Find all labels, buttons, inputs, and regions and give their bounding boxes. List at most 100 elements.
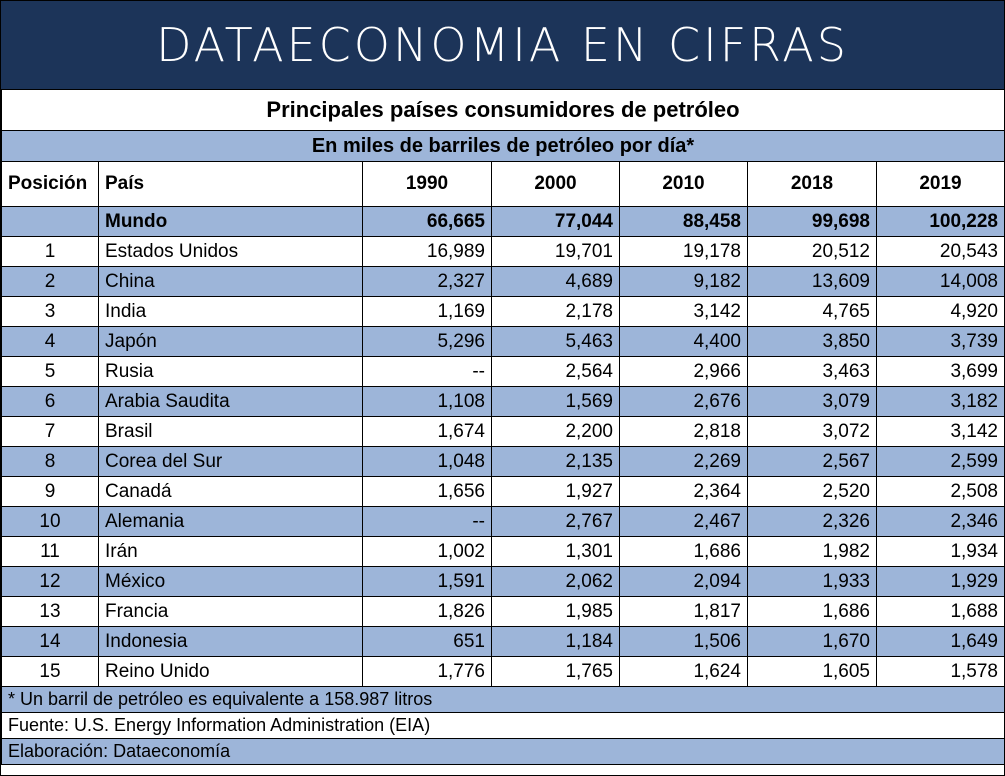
value-cell: 1,765: [491, 656, 620, 687]
value-cell: 2,346: [876, 506, 1005, 537]
value-cell: 2,269: [619, 446, 748, 477]
value-cell: 2,564: [491, 356, 620, 387]
value-cell: 1,927: [491, 476, 620, 507]
value-cell: 1,929: [876, 566, 1005, 597]
header-year: 2010: [619, 161, 748, 207]
country-cell: Arabia Saudita: [98, 386, 363, 417]
value-cell: 3,072: [747, 416, 877, 447]
value-cell: 5,463: [491, 326, 620, 357]
value-cell: 2,135: [491, 446, 620, 477]
value-cell: 1,624: [619, 656, 748, 687]
position-cell: 2: [1, 266, 99, 297]
position-cell: 11: [1, 536, 99, 567]
value-cell: 16,989: [362, 236, 492, 267]
value-cell: 3,079: [747, 386, 877, 417]
value-cell: 1,686: [619, 536, 748, 567]
position-cell: 7: [1, 416, 99, 447]
value-cell: 9,182: [619, 266, 748, 297]
value-cell: 2,094: [619, 566, 748, 597]
table-row: 11 Irán 1,002 1,301 1,686 1,982 1,934: [1, 536, 1005, 567]
value-cell: 2,467: [619, 506, 748, 537]
world-value: 88,458: [619, 206, 748, 237]
value-cell: 2,327: [362, 266, 492, 297]
header-year: 2000: [491, 161, 620, 207]
value-cell: 1,817: [619, 596, 748, 627]
position-cell: 10: [1, 506, 99, 537]
table-row: 9 Canadá 1,656 1,927 2,364 2,520 2,508: [1, 476, 1005, 507]
value-cell: 3,142: [876, 416, 1005, 447]
value-cell: 1,670: [747, 626, 877, 657]
value-cell: 1,934: [876, 536, 1005, 567]
country-cell: Corea del Sur: [98, 446, 363, 477]
value-cell: --: [362, 356, 492, 387]
value-cell: 3,142: [619, 296, 748, 327]
header-year: 1990: [362, 161, 492, 207]
country-cell: Reino Unido: [98, 656, 363, 687]
value-cell: 651: [362, 626, 492, 657]
banner-title: DATAECONOMIA EN CIFRAS: [1, 1, 1004, 89]
world-value: 100,228: [876, 206, 1005, 237]
table-row: 1 Estados Unidos 16,989 19,701 19,178 20,512 2…: [1, 236, 1005, 267]
value-cell: 2,676: [619, 386, 748, 417]
value-cell: 1,656: [362, 476, 492, 507]
value-cell: 1,649: [876, 626, 1005, 657]
value-cell: 2,599: [876, 446, 1005, 477]
country-cell: Rusia: [98, 356, 363, 387]
value-cell: 3,463: [747, 356, 877, 387]
footnote: Fuente: U.S. Energy Information Administ…: [1, 712, 1005, 739]
value-cell: 2,326: [747, 506, 877, 537]
table-row: 14 Indonesia 651 1,184 1,506 1,670 1,649: [1, 626, 1005, 657]
world-label: Mundo: [98, 206, 363, 237]
table-title: Principales países consumidores de petró…: [1, 89, 1005, 131]
value-cell: 20,543: [876, 236, 1005, 267]
value-cell: --: [362, 506, 492, 537]
value-cell: 1,569: [491, 386, 620, 417]
value-cell: 2,178: [491, 296, 620, 327]
country-cell: Japón: [98, 326, 363, 357]
table-row: 7 Brasil 1,674 2,200 2,818 3,072 3,142: [1, 416, 1005, 447]
value-cell: 4,400: [619, 326, 748, 357]
value-cell: 2,520: [747, 476, 877, 507]
value-cell: 1,982: [747, 536, 877, 567]
table-row: 3 India 1,169 2,178 3,142 4,765 4,920: [1, 296, 1005, 327]
country-cell: Estados Unidos: [98, 236, 363, 267]
value-cell: 2,767: [491, 506, 620, 537]
header-year: 2018: [747, 161, 877, 207]
value-cell: 1,002: [362, 536, 492, 567]
world-position: [1, 206, 99, 237]
position-cell: 15: [1, 656, 99, 687]
table-row: 2 China 2,327 4,689 9,182 13,609 14,008: [1, 266, 1005, 297]
value-cell: 1,776: [362, 656, 492, 687]
country-cell: China: [98, 266, 363, 297]
country-cell: Alemania: [98, 506, 363, 537]
country-cell: México: [98, 566, 363, 597]
value-cell: 2,364: [619, 476, 748, 507]
value-cell: 14,008: [876, 266, 1005, 297]
value-cell: 20,512: [747, 236, 877, 267]
country-cell: Indonesia: [98, 626, 363, 657]
value-cell: 2,508: [876, 476, 1005, 507]
value-cell: 1,605: [747, 656, 877, 687]
value-cell: 5,296: [362, 326, 492, 357]
value-cell: 1,985: [491, 596, 620, 627]
footnote: Elaboración: Dataeconomía: [1, 738, 1005, 765]
value-cell: 1,591: [362, 566, 492, 597]
value-cell: 2,567: [747, 446, 877, 477]
position-cell: 13: [1, 596, 99, 627]
header-country: País: [98, 161, 363, 207]
table-row: 12 México 1,591 2,062 2,094 1,933 1,929: [1, 566, 1005, 597]
value-cell: 1,826: [362, 596, 492, 627]
value-cell: 2,966: [619, 356, 748, 387]
value-cell: 1,184: [491, 626, 620, 657]
footnote: * Un barril de petróleo es equivalente a…: [1, 686, 1005, 713]
position-cell: 9: [1, 476, 99, 507]
table-row: 6 Arabia Saudita 1,108 1,569 2,676 3,079 3,182: [1, 386, 1005, 417]
value-cell: 2,062: [491, 566, 620, 597]
value-cell: 4,765: [747, 296, 877, 327]
world-value: 66,665: [362, 206, 492, 237]
value-cell: 4,689: [491, 266, 620, 297]
header-year: 2019: [876, 161, 1005, 207]
value-cell: 1,506: [619, 626, 748, 657]
value-cell: 1,578: [876, 656, 1005, 687]
